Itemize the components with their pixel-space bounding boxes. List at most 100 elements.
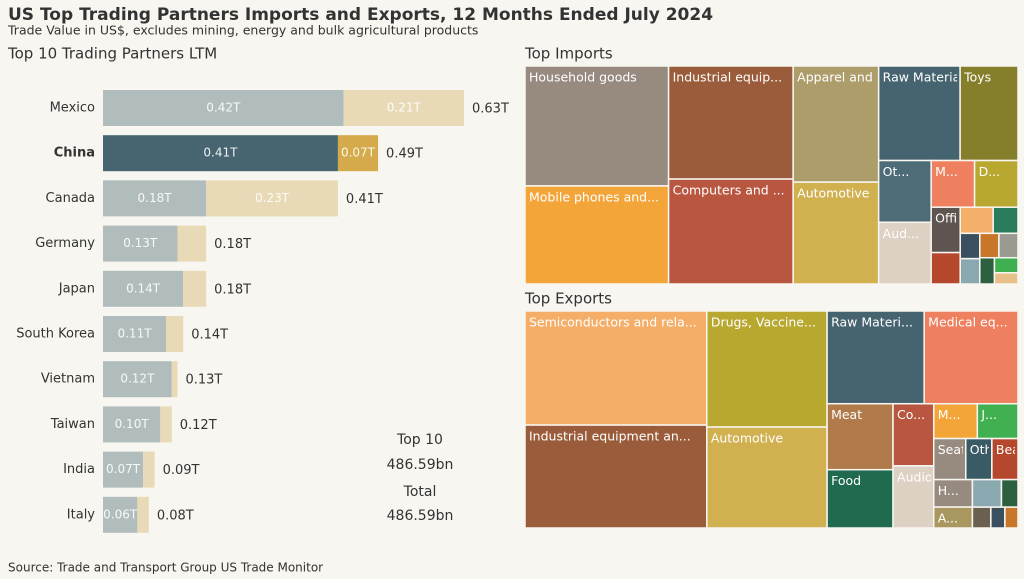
category-label: India [63,462,95,477]
value-label: 0.41T [203,146,238,160]
bar-segment [160,406,172,443]
summary-text: 486.59bn [387,457,454,473]
total-label: 0.18T [214,237,251,252]
tile [1000,478,1019,508]
value-label: 0.12T [120,372,155,386]
tile-label: Other [970,442,1006,457]
category-label: Japan [58,281,95,296]
value-label: 0.07T [106,462,141,476]
subtitle: Trade Value in US$, excludes mining, ene… [7,23,478,38]
value-label: 0.23T [255,191,290,205]
tile [892,465,935,529]
exports-title: Top Exports [524,290,612,308]
category-label: China [54,146,95,161]
tile [993,256,1019,274]
total-label: 0.08T [157,508,194,523]
tile [706,426,828,529]
tile-label: Food [831,473,861,488]
tile-label: A... [938,511,958,526]
tile-label: Mobile phones and... [529,189,659,204]
value-label: 0.42T [206,101,241,115]
bar-segment [183,270,207,307]
category-label: Canada [46,191,95,206]
bar-segment [171,361,178,398]
tile-label: Co... [897,407,925,422]
tile-label: Semiconductors and rela... [529,315,697,330]
tile-label: Aud... [883,226,919,241]
tile [877,221,932,285]
tile-label: Offic... [935,211,976,226]
tile-label: Medical eq... [928,315,1007,330]
total-label: 0.09T [163,463,200,478]
total-label: 0.63T [472,102,509,117]
value-label: 0.21T [387,101,422,115]
tile [979,232,1000,259]
value-label: 0.07T [341,146,376,160]
tile-label: Automotive [711,431,784,446]
tile [971,506,992,529]
bar-segment [103,225,178,262]
category-label: Italy [67,507,96,522]
tile-label: Meat [831,407,862,422]
tile-label: Seaf... [938,442,977,457]
title: US Top Trading Partners Imports and Expo… [8,5,713,25]
tile [930,251,961,285]
tile [706,310,828,428]
value-label: 0.06T [103,507,138,521]
total-label: 0.49T [386,147,423,162]
total-label: 0.12T [180,418,217,433]
imports-title: Top Imports [524,45,613,63]
tile-label: Raw Materials ... [883,70,986,85]
tile-label: Raw Materi... [831,315,913,330]
tile-label: D... [979,164,1001,179]
total-label: 0.41T [346,192,383,207]
summary-text: Total [403,484,437,500]
summary-text: 486.59bn [387,508,454,524]
total-label: 0.14T [191,328,228,343]
tile-label: Apparel and fo... [797,70,900,85]
tile-label: Bea... [996,442,1024,457]
tile-label: H... [938,483,959,498]
bar-segment [103,406,161,443]
tile [923,310,1019,405]
tile [667,65,794,180]
tile [524,310,708,426]
tile-label: Computers and ... [673,183,785,198]
value-label: 0.13T [123,236,158,250]
tile-label: M... [935,164,958,179]
bar-segment [137,496,149,533]
tile [991,437,1019,481]
tile [993,272,1019,285]
tile [524,424,708,529]
source: Source: Trade and Transport Group US Tra… [8,561,323,575]
tile-label: Household goods [529,70,637,85]
tile [930,159,976,208]
tile-label: Drugs, Vaccine... [711,315,816,330]
category-label: South Korea [16,327,95,342]
total-label: 0.18T [214,282,251,297]
bar-title: Top 10 Trading Partners LTM [7,45,217,63]
tile [979,256,996,285]
summary-text: Top 10 [396,432,443,448]
tile-label: Toys [963,70,991,85]
tile [973,159,1019,208]
tile [792,181,880,285]
tile-label: Ot... [883,164,910,179]
category-label: Taiwan [50,417,95,432]
bar-segment [166,316,184,352]
bar-segment [103,90,344,126]
tile-label: Automotive [797,186,870,201]
value-label: 0.11T [117,327,152,341]
category-label: Germany [35,236,95,251]
bar-segment [103,316,167,352]
tile [1004,506,1019,529]
tile [524,185,670,285]
bar-segment [143,451,155,488]
bar-segment [343,90,464,126]
tile [826,468,894,529]
tile [971,478,1003,508]
value-label: 0.18T [138,191,173,205]
bar-segment [103,496,138,533]
bar-segment [177,225,207,262]
